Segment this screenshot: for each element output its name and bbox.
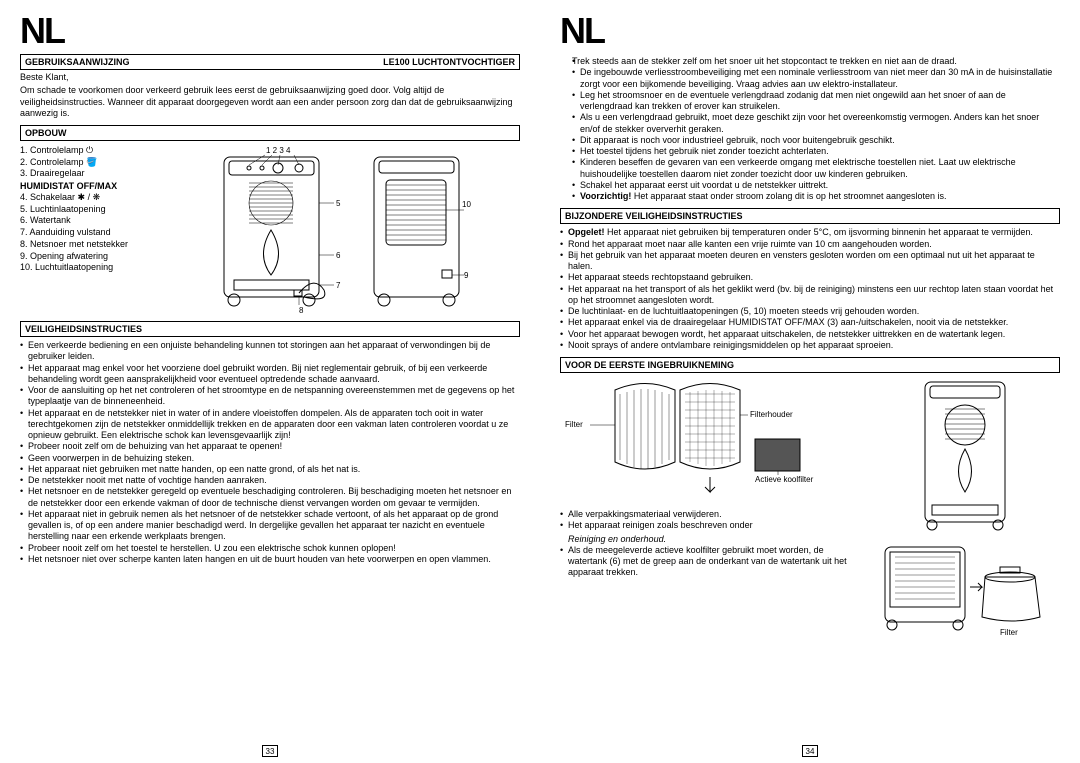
list-item: Probeer nooit zelf om de behuizing van h… (20, 441, 520, 452)
list-item: De luchtinlaat- en de luchtuitlaatopenin… (560, 306, 1060, 317)
list-item: Het apparaat en de netstekker niet in wa… (20, 408, 520, 442)
svg-text:5: 5 (336, 199, 341, 208)
opgelet-text: Het apparaat niet gebruiken bij temperat… (605, 227, 1033, 237)
list-item: Kinderen beseffen de gevaren van een ver… (572, 157, 1060, 180)
eerste-list-2: Als de meegeleverde actieve koolfilter g… (560, 545, 862, 579)
opbouw-item: 3. Draairegelaar (20, 168, 150, 180)
list-item: Trek steeds aan de stekker zelf om het s… (572, 56, 1060, 67)
header-right: LE100 LUCHTONTVOCHTIGER (379, 55, 519, 69)
eerste-title: VOOR DE EERSTE INGEBRUIKNEMING (560, 357, 1060, 373)
list-item: Het apparaat niet in gebruik nemen als h… (20, 509, 520, 543)
eerste-wrap: Filter Filterhouder Actieve koolfilter A… (560, 377, 1060, 639)
list-item: Alle verpakkingsmateriaal verwijderen. (560, 509, 862, 520)
list-item: Het apparaat na het transport of als het… (560, 284, 1060, 307)
greeting: Beste Klant, (20, 72, 520, 83)
page-left: NL GEBRUIKSAANWIJZING LE100 LUCHTONTVOCH… (0, 0, 540, 763)
page-number-2: 34 (802, 745, 818, 757)
intro: Om schade te voorkomen door verkeerd geb… (20, 85, 520, 119)
list-item: Bij het gebruik van het apparaat moeten … (560, 250, 1060, 273)
veiligheid-title: VEILIGHEIDSINSTRUCTIES (20, 321, 520, 337)
header: GEBRUIKSAANWIJZING LE100 LUCHTONTVOCHTIG… (20, 54, 520, 70)
lang-code-2: NL (560, 10, 1060, 52)
opbouw-item: 2. Controlelamp 🪣 (20, 157, 150, 169)
device-diagrams: 1 2 3 4 (158, 145, 520, 315)
opbouw-item: 6. Watertank (20, 215, 150, 227)
list-item: Voor de aansluiting op het net controler… (20, 385, 520, 408)
list-item: Schakel het apparaat eerst uit voordat u… (572, 180, 1060, 191)
right-cont-list: Trek steeds aan de stekker zelf om het s… (560, 56, 1060, 202)
list-item: Het apparaat reinigen zoals beschreven o… (560, 520, 862, 531)
list-item: Probeer nooit zelf om het toestel te her… (20, 543, 520, 554)
opbouw-title: OPBOUW (20, 125, 520, 141)
opbouw-item: 1. Controlelamp ⏻ (20, 145, 150, 157)
voorzichtig-label: Voorzichtig! (580, 191, 631, 201)
opbouw-list2: 4. Schakelaar ✱ / ❋ 5. Luchtinlaatopenin… (20, 192, 150, 274)
page-right: NL Trek steeds aan de stekker zelf om he… (540, 0, 1080, 763)
opbouw-wrap: 1. Controlelamp ⏻ 2. Controlelamp 🪣 3. D… (20, 145, 520, 315)
opbouw-item: 4. Schakelaar ✱ / ❋ (20, 192, 150, 204)
list-item: Rond het apparaat moet naar alle kanten … (560, 239, 1060, 250)
list-item: Het netsnoer en de netstekker geregeld o… (20, 486, 520, 509)
opgelet-label: Opgelet! (568, 227, 605, 237)
list-item: Dit apparaat is noch voor industrieel ge… (572, 135, 1060, 146)
list-item: Het netsnoer niet over scherpe kanten la… (20, 554, 520, 565)
svg-text:Filter: Filter (1000, 628, 1018, 637)
list-item: De netstekker nooit met natte of vochtig… (20, 475, 520, 486)
list-item: Het toestel tijdens het gebruik niet zon… (572, 146, 1060, 157)
list-item: Als de meegeleverde actieve koolfilter g… (560, 545, 862, 579)
device-detail-svg: Filter (870, 377, 1055, 637)
bijzondere-title: BIJZONDERE VEILIGHEIDSINSTRUCTIES (560, 208, 1060, 224)
device-back-svg: 10 9 (364, 145, 474, 315)
page-number: 33 (262, 745, 278, 757)
list-item: Voorzichtig! Het apparaat staat onder st… (572, 191, 1060, 202)
list-item: Geen voorwerpen in de behuizing steken. (20, 453, 520, 464)
eerste-right: Filter (870, 377, 1060, 639)
humidistat-label: HUMIDISTAT OFF/MAX (20, 181, 150, 191)
list-item: De ingebouwde verliesstroombeveiliging m… (572, 67, 1060, 90)
svg-text:10: 10 (462, 200, 471, 209)
opbouw-item: 10. Luchtuitlaatopening (20, 262, 150, 274)
lang-code: NL (20, 10, 520, 52)
header-left: GEBRUIKSAANWIJZING (21, 55, 379, 69)
opbouw-item: 9. Opening afwatering (20, 251, 150, 263)
svg-text:1 2 3 4: 1 2 3 4 (266, 146, 291, 155)
filter-label: Filter (565, 420, 583, 429)
eerste-list: Alle verpakkingsmateriaal verwijderen. H… (560, 509, 862, 532)
reiniging-italic: Reiniging en onderhoud. (560, 534, 862, 545)
list-item: Het apparaat mag enkel voor het voorzien… (20, 363, 520, 386)
list-item: Leg het stroomsnoer en de eventuele verl… (572, 90, 1060, 113)
koolfilter-label: Actieve koolfilter (755, 475, 814, 484)
opbouw-labels: 1. Controlelamp ⏻ 2. Controlelamp 🪣 3. D… (20, 145, 150, 315)
opbouw-item: 5. Luchtinlaatopening (20, 204, 150, 216)
list-item: Opgelet! Het apparaat niet gebruiken bij… (560, 227, 1060, 238)
list-item: Het apparaat steeds rechtopstaand gebrui… (560, 272, 1060, 283)
svg-text:8: 8 (299, 306, 304, 315)
veiligheid-list: Een verkeerde bediening en een onjuiste … (20, 340, 520, 565)
opbouw-item: 7. Aanduiding vulstand (20, 227, 150, 239)
svg-text:7: 7 (336, 281, 341, 290)
list-item: Het apparaat enkel via de draairegelaar … (560, 317, 1060, 328)
filter-diagram-svg: Filter Filterhouder Actieve koolfilter (560, 377, 850, 507)
eerste-left: Filter Filterhouder Actieve koolfilter A… (560, 377, 862, 639)
list-item: Nooit sprays of andere ontvlambare reini… (560, 340, 1060, 351)
list-item: Voor het apparaat bewogen wordt, het app… (560, 329, 1060, 340)
opbouw-item: 8. Netsnoer met netstekker (20, 239, 150, 251)
bijzondere-list: Opgelet! Het apparaat niet gebruiken bij… (560, 227, 1060, 351)
list-item: Het apparaat niet gebruiken met natte ha… (20, 464, 520, 475)
device-front-svg: 1 2 3 4 (204, 145, 354, 315)
svg-text:9: 9 (464, 271, 469, 280)
opbouw-list1: 1. Controlelamp ⏻ 2. Controlelamp 🪣 3. D… (20, 145, 150, 180)
filterhouder-label: Filterhouder (750, 410, 793, 419)
list-item: Als u een verlengdraad gebruikt, moet de… (572, 112, 1060, 135)
svg-text:6: 6 (336, 251, 341, 260)
list-item: Een verkeerde bediening en een onjuiste … (20, 340, 520, 363)
voorzichtig-text: Het apparaat staat onder stroom zolang d… (631, 191, 946, 201)
